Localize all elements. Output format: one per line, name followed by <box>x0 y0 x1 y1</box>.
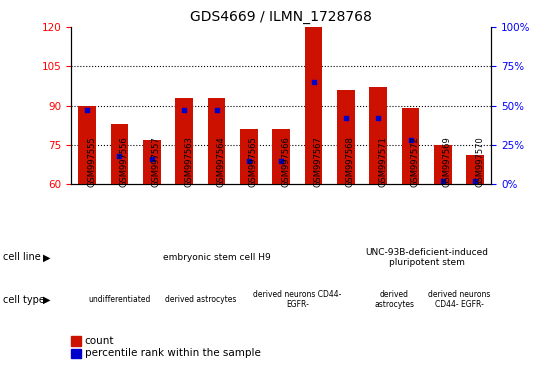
Text: GSM997572: GSM997572 <box>411 136 419 187</box>
Text: embryonic stem cell H9: embryonic stem cell H9 <box>163 253 270 262</box>
Text: GSM997570: GSM997570 <box>475 136 484 187</box>
Text: GSM997563: GSM997563 <box>184 136 193 187</box>
Text: cell line: cell line <box>3 252 40 262</box>
Bar <box>111 124 128 184</box>
Text: derived neurons
CD44- EGFR-: derived neurons CD44- EGFR- <box>428 290 490 309</box>
Text: GSM997565: GSM997565 <box>249 136 258 187</box>
Text: UNC-93B-deficient-induced
pluripotent stem: UNC-93B-deficient-induced pluripotent st… <box>365 248 488 267</box>
Point <box>374 115 383 121</box>
Point <box>180 107 188 113</box>
Bar <box>402 108 419 184</box>
Point <box>406 137 415 143</box>
Point <box>341 115 350 121</box>
Bar <box>337 90 355 184</box>
Bar <box>143 140 161 184</box>
Text: percentile rank within the sample: percentile rank within the sample <box>85 348 260 358</box>
Text: derived
astrocytes: derived astrocytes <box>375 290 414 309</box>
Point <box>245 157 253 164</box>
Text: derived astrocytes: derived astrocytes <box>165 295 236 304</box>
Text: GSM997568: GSM997568 <box>346 136 355 187</box>
Text: undifferentiated: undifferentiated <box>88 295 151 304</box>
Text: GSM997569: GSM997569 <box>443 136 452 187</box>
Title: GDS4669 / ILMN_1728768: GDS4669 / ILMN_1728768 <box>190 10 372 25</box>
Bar <box>78 106 96 184</box>
Point <box>115 153 124 159</box>
Text: derived neurons CD44-
EGFR-: derived neurons CD44- EGFR- <box>253 290 342 309</box>
Bar <box>240 129 258 184</box>
Bar <box>466 156 484 184</box>
Point <box>83 107 92 113</box>
Text: GSM997564: GSM997564 <box>217 136 225 187</box>
Bar <box>434 145 452 184</box>
Text: ▶: ▶ <box>43 252 50 262</box>
Text: GSM997555: GSM997555 <box>87 136 96 187</box>
Bar <box>175 98 193 184</box>
Point <box>147 156 156 162</box>
Bar <box>369 87 387 184</box>
Point <box>309 79 318 85</box>
Point <box>277 157 286 164</box>
Point <box>438 178 447 184</box>
Point <box>212 107 221 113</box>
Bar <box>305 27 323 184</box>
Text: GSM997557: GSM997557 <box>152 136 161 187</box>
Text: cell type: cell type <box>3 295 45 305</box>
Bar <box>272 129 290 184</box>
Text: GSM997566: GSM997566 <box>281 136 290 187</box>
Text: GSM997556: GSM997556 <box>120 136 128 187</box>
Text: GSM997571: GSM997571 <box>378 136 387 187</box>
Text: ▶: ▶ <box>43 295 50 305</box>
Point <box>471 178 479 184</box>
Text: count: count <box>85 336 114 346</box>
Text: GSM997567: GSM997567 <box>313 136 323 187</box>
Bar <box>207 98 225 184</box>
